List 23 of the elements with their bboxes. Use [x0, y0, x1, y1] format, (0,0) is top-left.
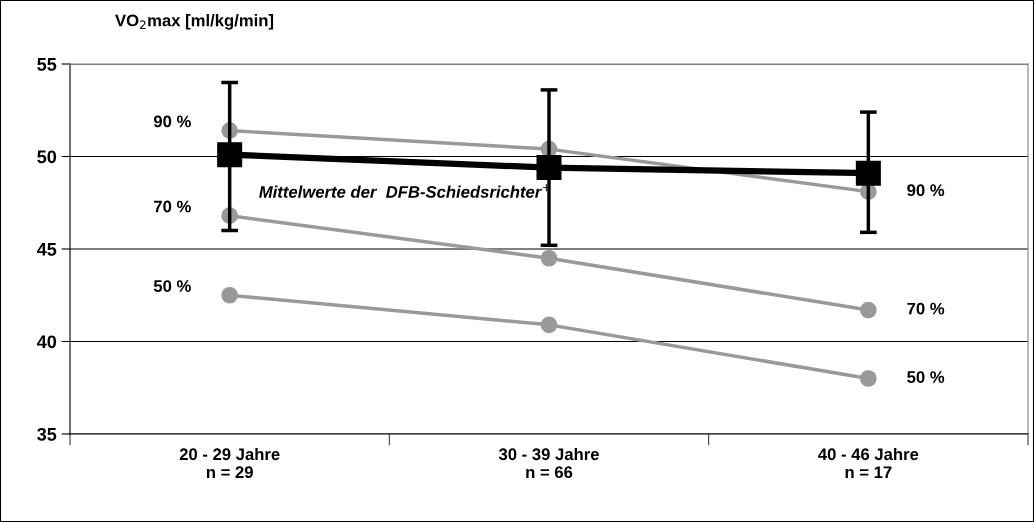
series-label: 70 %: [154, 200, 191, 213]
text: 90 %: [153, 115, 191, 128]
y-tick-label: 35: [37, 427, 57, 441]
y-tick-label: 50: [37, 150, 57, 164]
point: [217, 142, 243, 168]
text: 50 %: [153, 280, 191, 292]
point: [855, 160, 881, 186]
point: [540, 249, 558, 267]
y-tick-label: 55: [37, 58, 57, 71]
y-tick-label: 45: [37, 243, 57, 256]
series-label: 90 %: [907, 184, 945, 197]
x-tick-label: 30 - 39 Jahre n = 66: [498, 447, 599, 479]
text: 70 %: [907, 302, 945, 315]
series-label: 50 %: [907, 371, 945, 383]
point: [540, 316, 558, 334]
point: [859, 370, 877, 387]
y-axis-title: VO$_{2}$max [ml/kg/min]: [115, 14, 274, 30]
x-tick-label: 40 - 46 Jahre n = 17: [818, 447, 919, 478]
point: [536, 155, 562, 181]
y-tick-label: 40: [37, 335, 57, 349]
x-tick-label: 20 - 29 Jahre n = 29: [179, 447, 280, 479]
point: [859, 301, 877, 319]
point: [221, 286, 239, 304]
